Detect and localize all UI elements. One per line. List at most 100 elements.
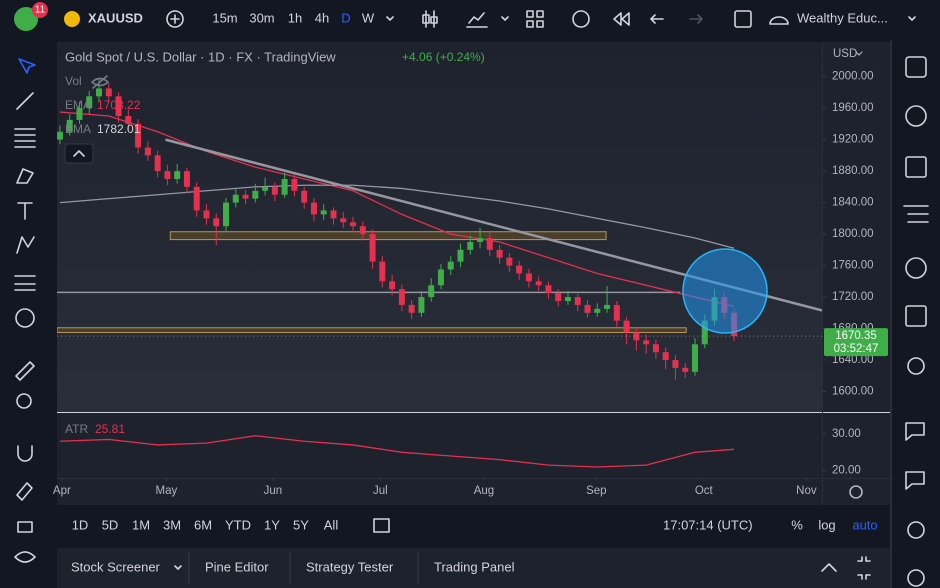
candle-body [57,131,63,140]
tab[interactable]: Pine Editor [205,559,269,574]
zone [169,231,607,241]
log-toggle[interactable]: log [818,517,835,532]
indicators-icon[interactable] [466,12,488,28]
atr-plot [59,435,735,468]
candle-body [447,261,454,270]
settings-icon[interactable] [849,485,863,499]
currency[interactable]: USD [833,48,857,60]
top-bar: 11 XAUUSD 15m 30m 1h 4h D W Wealthy Educ… [14,2,916,31]
tab[interactable]: Strategy Tester [306,559,394,574]
candle-body [262,186,269,191]
tab[interactable]: Stock Screener [71,559,161,574]
alerts-icon[interactable] [905,105,927,127]
chevron[interactable] [908,16,916,21]
zoom-tool[interactable] [16,393,32,409]
expand-icon[interactable] [821,563,837,572]
chevron[interactable] [501,16,509,21]
date-range-icon[interactable] [373,518,390,533]
y-tick-label: 1600.00 [832,386,874,398]
candle-body [291,178,298,191]
pattern-tool[interactable] [16,236,35,254]
line-tool[interactable] [16,92,34,110]
chevron [855,51,863,56]
ideas-icon[interactable] [907,357,925,375]
hotlist-icon[interactable] [905,257,927,279]
draw-mode-tool[interactable] [16,482,33,501]
auto-toggle[interactable]: auto [852,517,877,532]
time-axis[interactable] [57,478,890,505]
data-window-icon[interactable] [903,205,929,223]
timeframe-active[interactable]: D [341,10,350,25]
timeframe[interactable]: 1h [288,10,302,25]
chevron[interactable] [386,16,394,21]
symbol[interactable]: XAUUSD [88,10,143,25]
visibility-tool[interactable] [14,551,36,563]
candle-body [545,285,552,294]
range[interactable]: YTD [225,517,251,532]
x-tick-label: Apr [53,485,71,497]
brush-tool[interactable] [16,168,34,184]
undo-icon[interactable] [650,14,664,24]
replay-icon[interactable] [613,12,630,26]
emoji-tool[interactable] [15,308,35,328]
help-icon[interactable] [907,521,925,539]
legend-value: 1782.01 [97,122,141,136]
chevron[interactable] [174,565,182,570]
atr-pane[interactable] [57,413,822,478]
range[interactable]: 5D [102,517,119,532]
hidden-icon[interactable] [91,75,109,89]
ruler-tool[interactable] [15,361,35,381]
account[interactable]: Wealthy Educ... [797,10,888,25]
clock[interactable]: 17:07:14 (UTC) [663,517,753,532]
streams-icon[interactable] [905,471,925,490]
maximize-icon[interactable] [857,556,871,580]
redo-icon[interactable] [689,14,703,24]
candle-body [271,186,278,195]
cursor-tool[interactable] [18,58,36,74]
magnet-tool[interactable] [17,445,33,462]
forecast-tool[interactable] [14,275,36,291]
x-tick-label: Oct [695,485,714,497]
timeframe[interactable]: W [362,10,375,25]
range[interactable]: 6M [194,517,212,532]
range[interactable]: 1D [72,517,89,532]
timeframe[interactable]: 15m [212,10,237,25]
chart-type-icon[interactable] [422,10,438,28]
y-tick-label: 2000.00 [832,71,874,83]
logo[interactable] [14,7,38,31]
timeframe[interactable]: 30m [249,10,274,25]
lock-tool[interactable] [17,521,33,533]
fib-tool[interactable] [14,128,36,148]
range[interactable]: 1Y [264,517,280,532]
candle-body [125,116,132,124]
fullscreen-icon[interactable] [734,10,752,28]
add-icon[interactable] [166,10,184,28]
range[interactable]: 1M [132,517,150,532]
zone [57,327,687,333]
atr-line [59,435,735,468]
legend-collapse[interactable] [64,143,94,164]
calendar-icon[interactable] [905,305,927,327]
candle-body [486,238,493,250]
broadcast-icon[interactable] [907,569,925,587]
chat-icon[interactable] [905,422,925,441]
candle-body [428,285,435,298]
percent-toggle[interactable]: % [791,517,803,532]
range[interactable]: 3M [163,517,181,532]
timeframe[interactable]: 4h [315,10,329,25]
layout-icon[interactable] [526,10,544,28]
range[interactable]: All [324,517,339,532]
text-tool[interactable] [17,202,33,220]
alert-icon[interactable] [572,10,590,28]
price-axis[interactable] [822,42,890,478]
cloud-icon[interactable] [769,16,789,25]
candle-body [682,367,689,372]
news-icon[interactable] [905,156,927,178]
tab[interactable]: Trading Panel [434,559,515,574]
range[interactable]: 5Y [293,517,309,532]
candle-body [213,218,220,227]
price-pane[interactable] [57,42,822,412]
watchlist-icon[interactable] [905,56,927,78]
candle-body [643,340,650,345]
